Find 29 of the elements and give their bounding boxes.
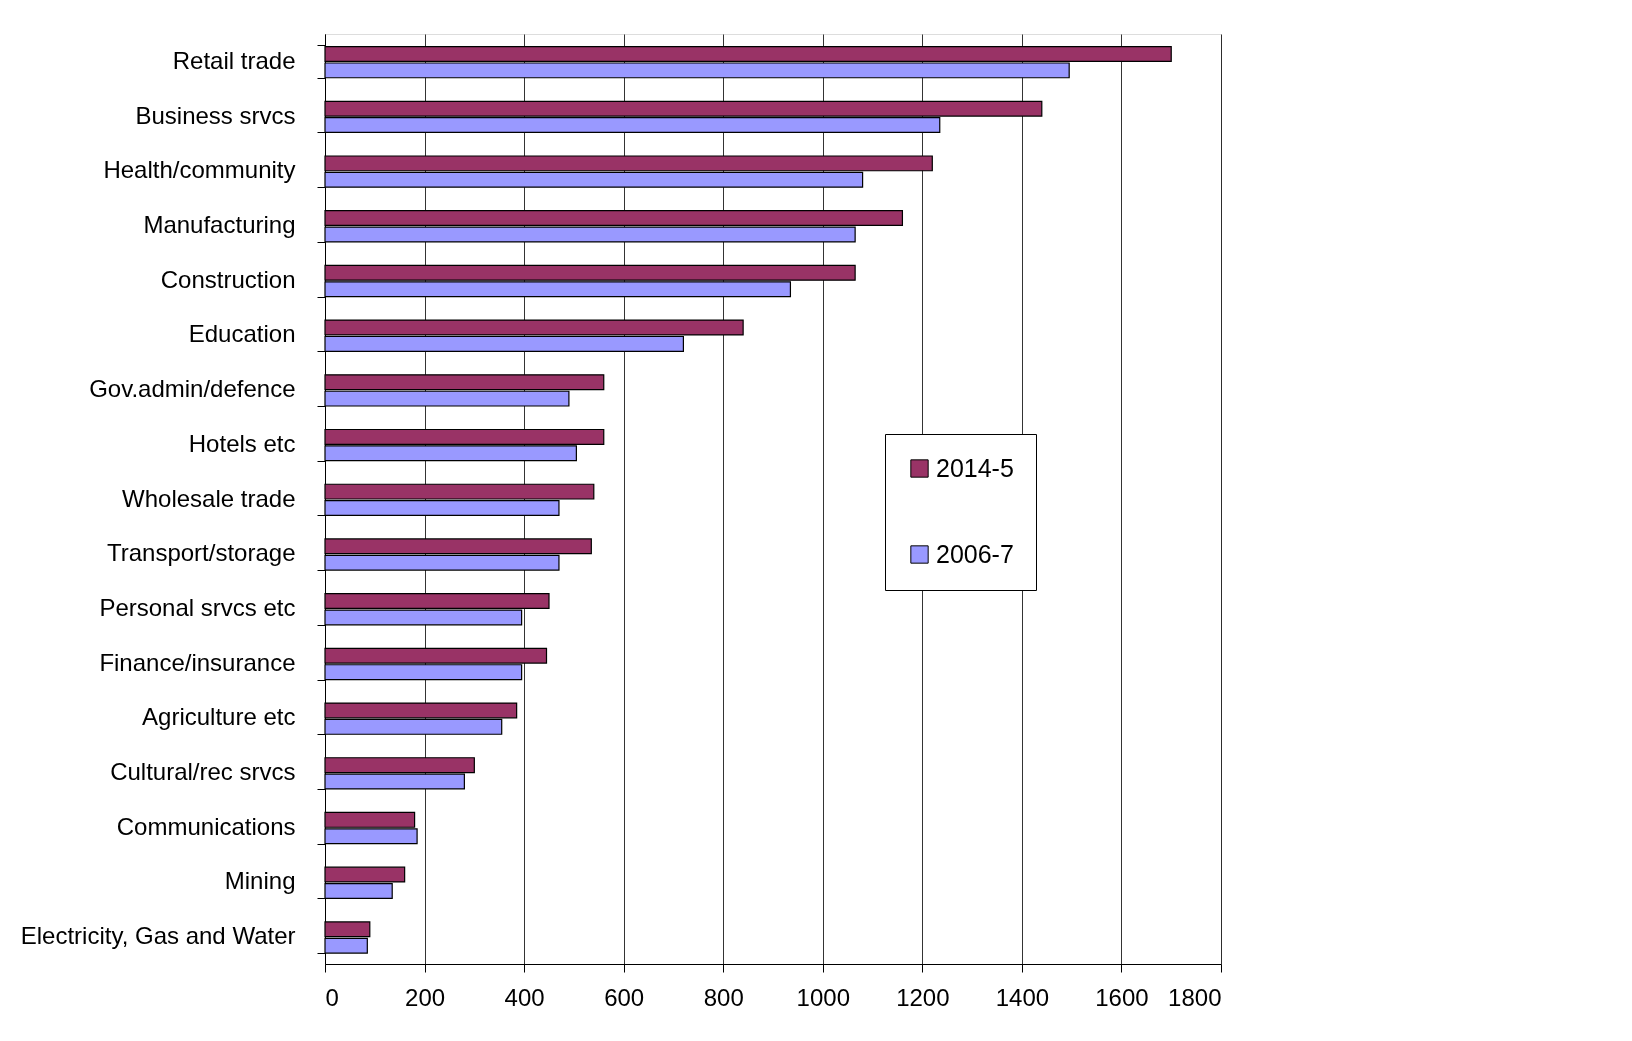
y-tick-label: Gov.admin/defence	[89, 375, 296, 403]
y-tick-label: Transport/storage	[106, 539, 296, 567]
y-tick-label: Electricity, Gas and Water	[20, 922, 296, 950]
legend-label: 2014-5	[936, 453, 1014, 482]
x-tick-label: 1200	[896, 983, 950, 1011]
y-tick-label: Wholesale trade	[122, 484, 296, 512]
y-tick-label: Construction	[160, 265, 296, 293]
y-tick-label: Retail trade	[172, 46, 296, 74]
x-tick-label: 200	[405, 983, 446, 1011]
y-tick-label: Manufacturing	[143, 210, 296, 238]
x-tick-label: 0	[325, 983, 339, 1011]
y-tick-label: Hotels etc	[188, 429, 296, 457]
y-tick-label: Mining	[224, 867, 296, 895]
y-tick-label: Education	[188, 320, 296, 348]
y-tick-label: Agriculture etc	[142, 703, 296, 731]
y-tick-label: Communications	[116, 812, 296, 840]
x-tick-label: 1000	[796, 983, 850, 1011]
legend-label: 2006-7	[936, 539, 1014, 568]
y-tick-label: Finance/insurance	[99, 648, 296, 676]
x-tick-label: 600	[604, 983, 645, 1011]
y-tick-label: Cultural/rec srvcs	[110, 758, 296, 786]
x-tick-label: 1800	[1168, 983, 1222, 1011]
y-tick-label: Business srvcs	[135, 101, 296, 129]
x-tick-label: 800	[703, 983, 744, 1011]
y-tick-label: Health/community	[103, 156, 296, 184]
y-tick-label: Personal srvcs etc	[99, 593, 296, 621]
x-tick-label: 1600	[1095, 983, 1149, 1011]
x-tick-label: 1400	[995, 983, 1050, 1011]
x-tick-label: 400	[504, 983, 545, 1011]
